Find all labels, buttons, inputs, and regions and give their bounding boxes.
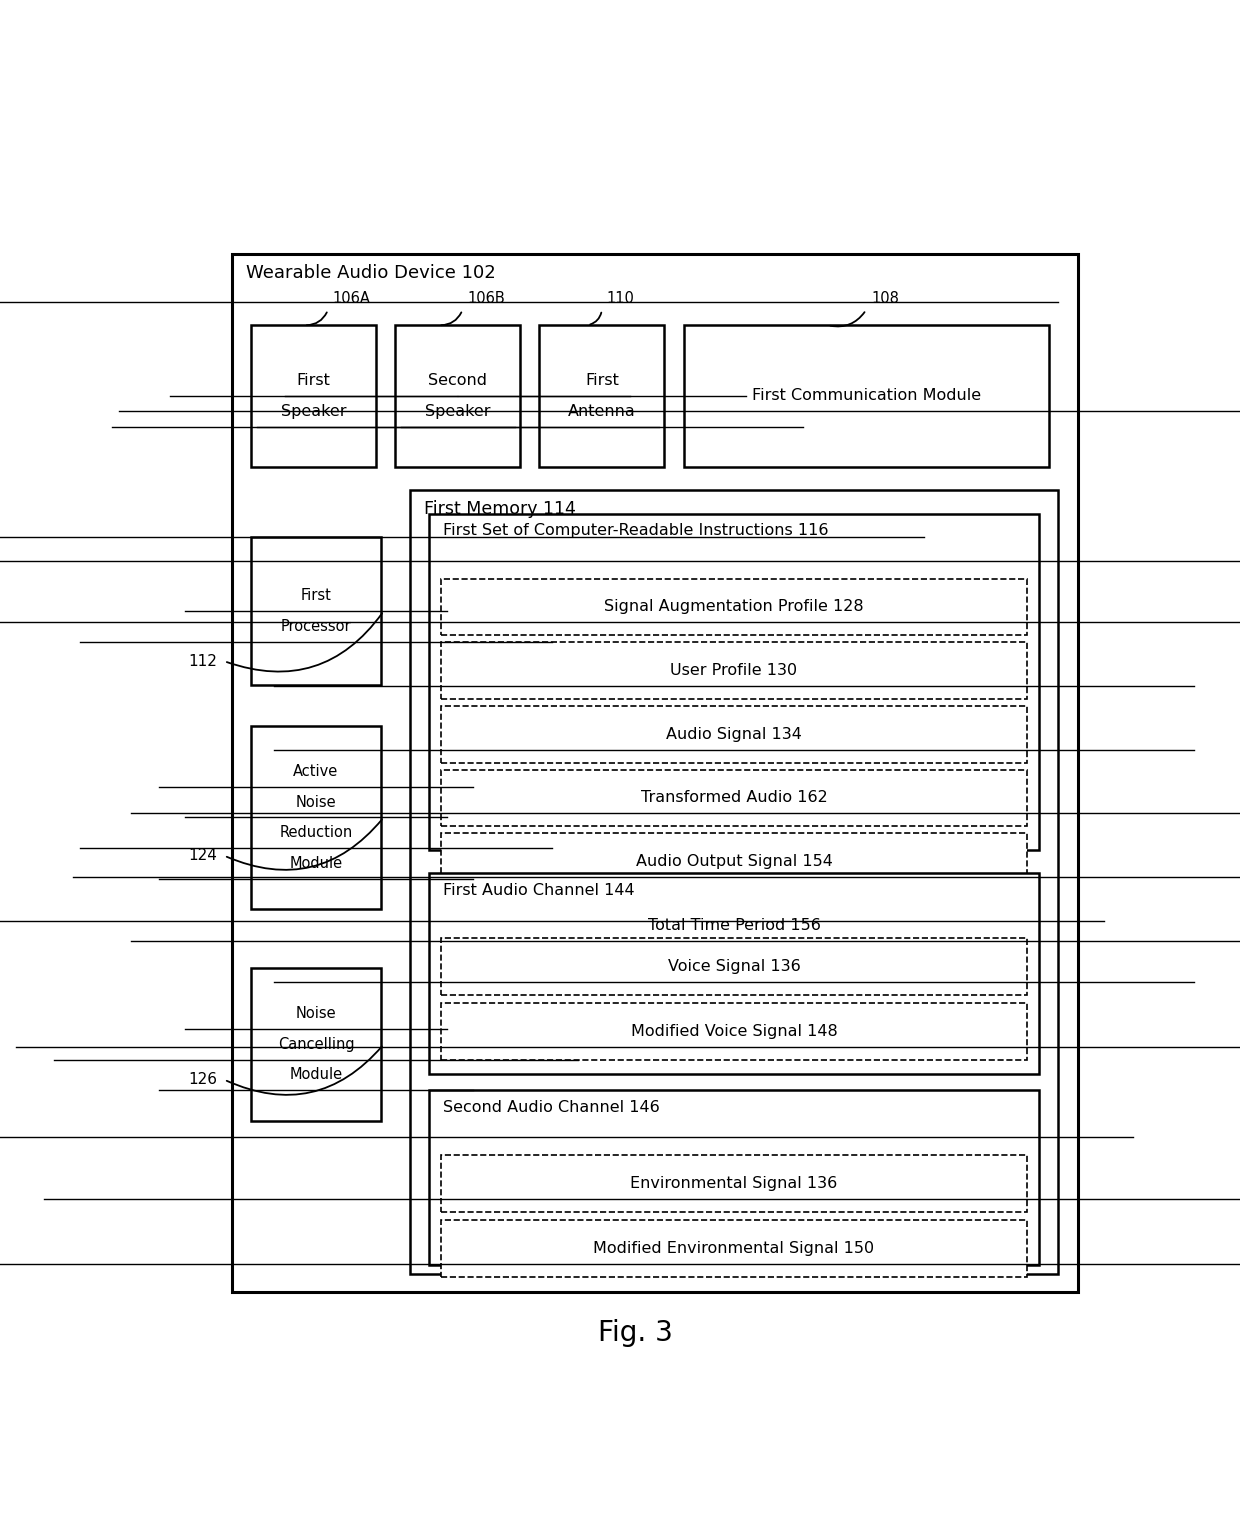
Text: First: First bbox=[300, 588, 331, 603]
Text: Fig. 3: Fig. 3 bbox=[598, 1320, 673, 1347]
Text: Second Audio Channel 146: Second Audio Channel 146 bbox=[444, 1099, 660, 1115]
Text: First Memory 114: First Memory 114 bbox=[424, 499, 575, 517]
FancyBboxPatch shape bbox=[539, 325, 665, 467]
Text: Wearable Audio Device 102: Wearable Audio Device 102 bbox=[247, 263, 496, 282]
FancyBboxPatch shape bbox=[250, 726, 381, 909]
FancyBboxPatch shape bbox=[441, 579, 1027, 635]
FancyBboxPatch shape bbox=[441, 1154, 1027, 1211]
Text: Audio Output Signal 154: Audio Output Signal 154 bbox=[636, 854, 832, 870]
FancyBboxPatch shape bbox=[250, 325, 376, 467]
FancyBboxPatch shape bbox=[429, 514, 1039, 850]
FancyBboxPatch shape bbox=[429, 1090, 1039, 1265]
Text: Second: Second bbox=[428, 374, 487, 387]
FancyBboxPatch shape bbox=[409, 490, 1059, 1274]
Text: Module: Module bbox=[289, 856, 342, 871]
Text: 112: 112 bbox=[188, 654, 217, 669]
Text: 106A: 106A bbox=[332, 291, 371, 306]
Text: Noise: Noise bbox=[295, 795, 336, 810]
Text: Cancelling: Cancelling bbox=[278, 1036, 355, 1052]
Text: 106B: 106B bbox=[467, 291, 505, 306]
Text: Modified Voice Signal 148: Modified Voice Signal 148 bbox=[631, 1024, 837, 1040]
FancyBboxPatch shape bbox=[683, 325, 1049, 467]
Text: First: First bbox=[585, 374, 619, 387]
FancyBboxPatch shape bbox=[441, 1003, 1027, 1059]
Text: Modified Environmental Signal 150: Modified Environmental Signal 150 bbox=[594, 1240, 874, 1255]
Text: 124: 124 bbox=[188, 848, 217, 863]
Text: Signal Augmentation Profile 128: Signal Augmentation Profile 128 bbox=[604, 600, 864, 614]
FancyBboxPatch shape bbox=[441, 1220, 1027, 1277]
Text: Transformed Audio 162: Transformed Audio 162 bbox=[641, 790, 827, 805]
Text: Antenna: Antenna bbox=[568, 404, 636, 419]
Text: First: First bbox=[296, 374, 331, 387]
FancyBboxPatch shape bbox=[441, 833, 1027, 890]
Text: Speaker: Speaker bbox=[425, 404, 491, 419]
Text: First Communication Module: First Communication Module bbox=[751, 389, 981, 403]
Text: Active: Active bbox=[294, 764, 339, 779]
Text: First Set of Computer-Readable Instructions 116: First Set of Computer-Readable Instructi… bbox=[444, 524, 828, 539]
FancyBboxPatch shape bbox=[441, 706, 1027, 762]
FancyBboxPatch shape bbox=[250, 968, 381, 1121]
Text: Processor: Processor bbox=[280, 619, 351, 634]
Text: Module: Module bbox=[289, 1067, 342, 1082]
Text: Audio Signal 134: Audio Signal 134 bbox=[666, 727, 802, 741]
FancyBboxPatch shape bbox=[441, 897, 1027, 954]
Text: Environmental Signal 136: Environmental Signal 136 bbox=[630, 1176, 838, 1191]
Text: 126: 126 bbox=[188, 1072, 217, 1087]
FancyBboxPatch shape bbox=[250, 537, 381, 684]
FancyBboxPatch shape bbox=[396, 325, 521, 467]
FancyBboxPatch shape bbox=[441, 770, 1027, 827]
FancyBboxPatch shape bbox=[429, 873, 1039, 1073]
Text: Voice Signal 136: Voice Signal 136 bbox=[667, 958, 800, 974]
Text: Total Time Period 156: Total Time Period 156 bbox=[647, 917, 821, 932]
Text: 108: 108 bbox=[870, 291, 899, 306]
FancyBboxPatch shape bbox=[441, 643, 1027, 698]
Text: 110: 110 bbox=[606, 291, 635, 306]
Text: User Profile 130: User Profile 130 bbox=[671, 663, 797, 678]
FancyBboxPatch shape bbox=[232, 254, 1078, 1292]
Text: Noise: Noise bbox=[295, 1006, 336, 1021]
Text: Speaker: Speaker bbox=[280, 404, 346, 419]
Text: First Audio Channel 144: First Audio Channel 144 bbox=[444, 883, 635, 897]
FancyBboxPatch shape bbox=[441, 939, 1027, 995]
Text: Reduction: Reduction bbox=[279, 825, 352, 841]
